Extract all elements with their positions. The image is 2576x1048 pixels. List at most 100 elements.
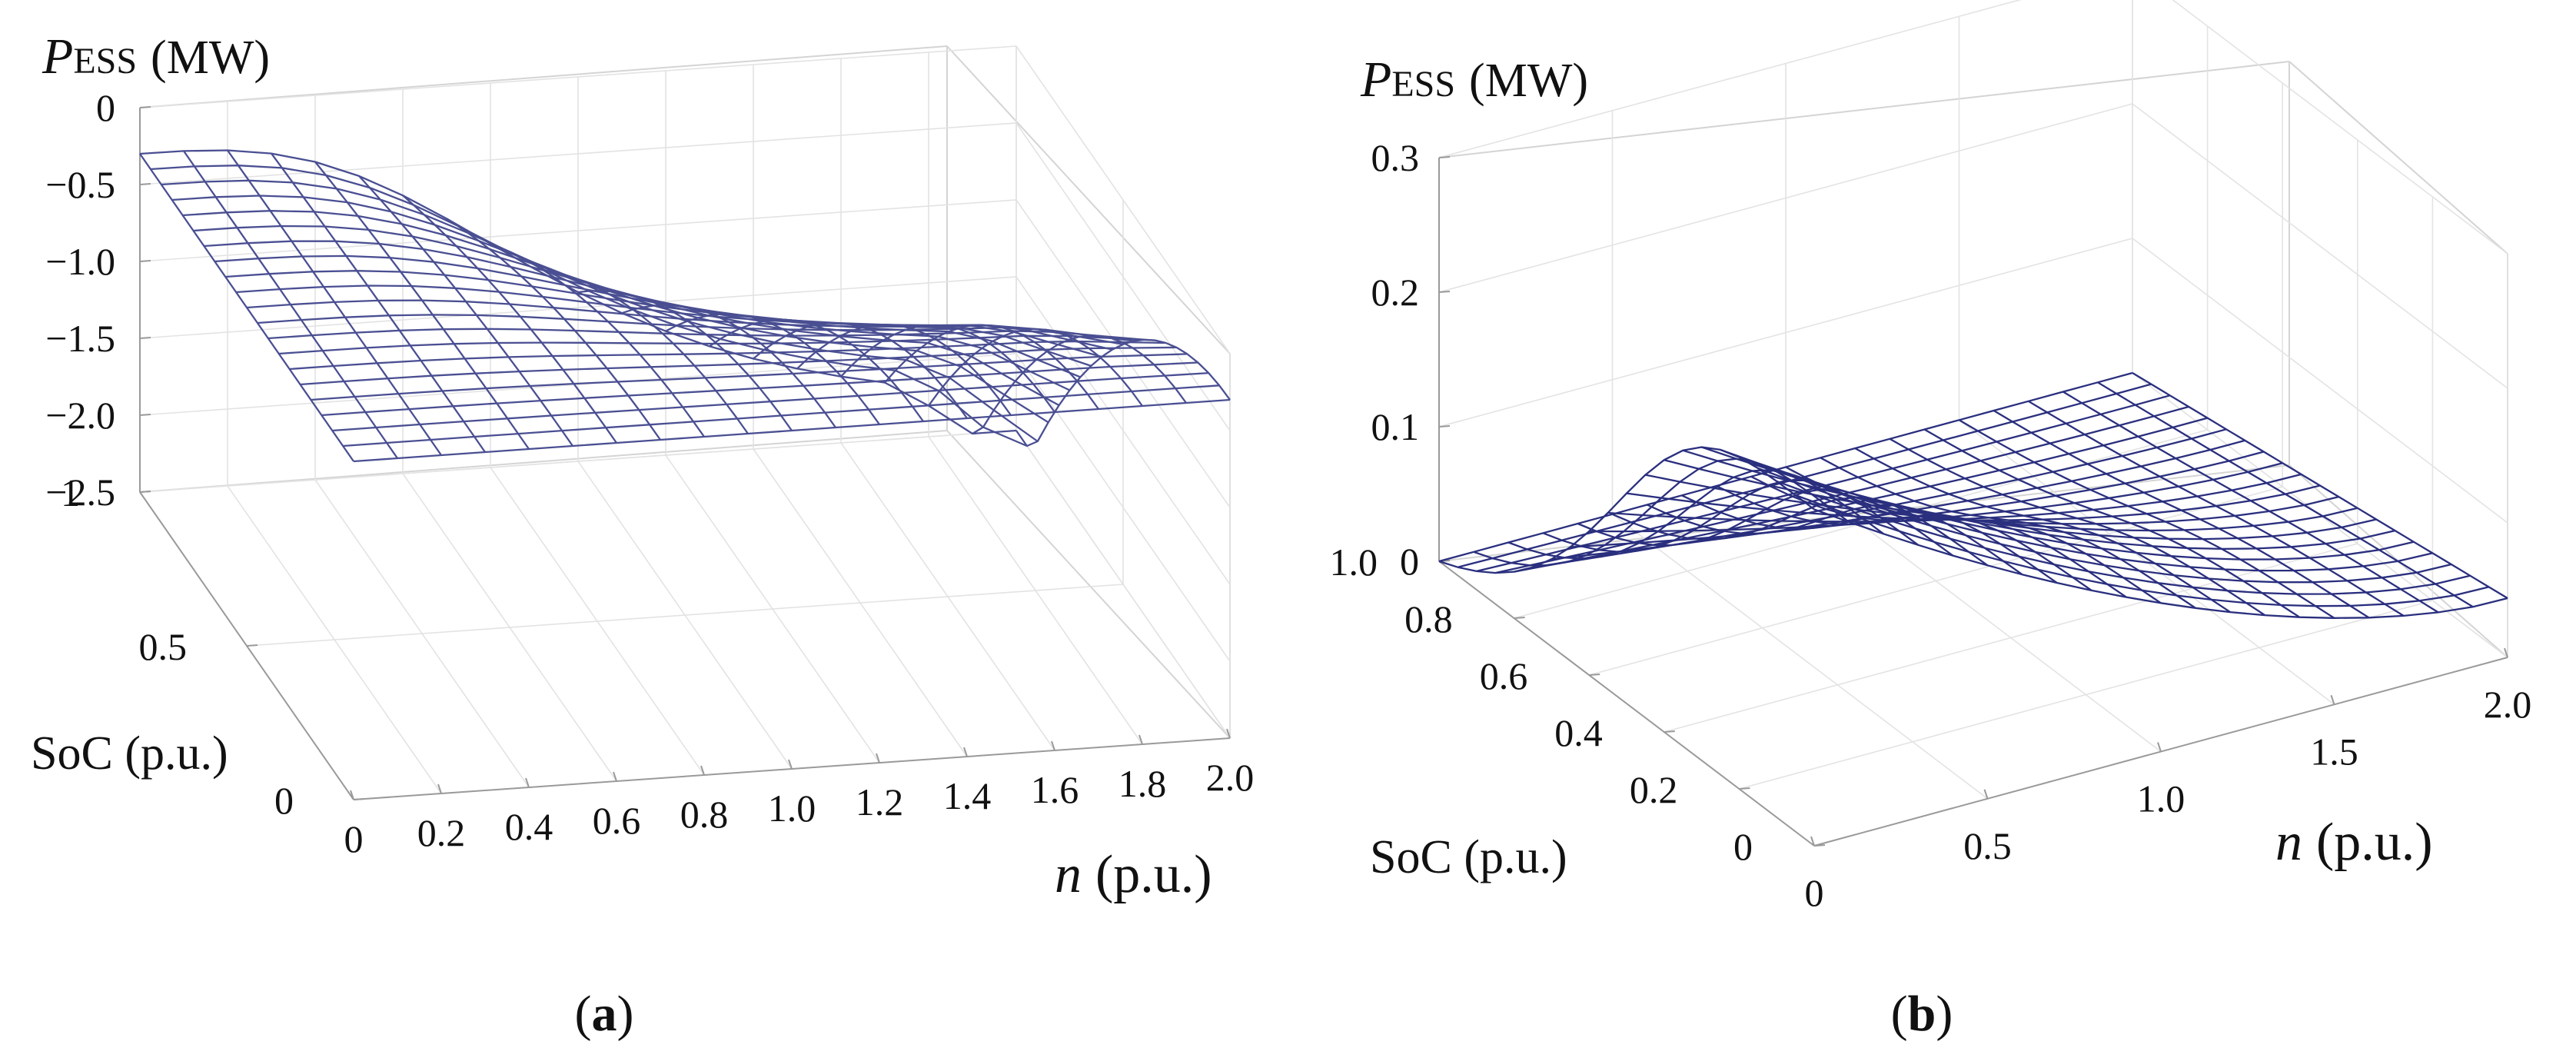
tick-x	[700, 765, 705, 776]
mesh-line-soc	[1570, 451, 2265, 548]
z-tick-labels-b: 0 0.1 0.2 0.3	[1371, 136, 1420, 583]
mesh-line-soc	[1607, 473, 2302, 523]
z-tick-label: −2.5	[45, 471, 115, 514]
tick-z	[1438, 156, 1451, 158]
mesh-line-soc	[1532, 428, 2227, 568]
mesh-line-soc	[311, 353, 1188, 401]
y-tick-label: 1.0	[1330, 541, 1378, 584]
gridline-x	[314, 95, 530, 788]
tick-z	[139, 106, 151, 108]
tick-y	[1739, 787, 1750, 790]
tick-x	[1138, 734, 1143, 745]
x-tick-label: 0	[344, 817, 364, 860]
y-tick-label: 0.8	[1404, 597, 1453, 640]
z-axis-title-b: PESS (MW)	[1360, 52, 1588, 108]
tick-x	[437, 784, 442, 794]
x-tick-label: 1.0	[768, 787, 816, 830]
chart-panel-a: 0 −0.5 −1.0 −1.5 −2.0 −2.5 00.51 0 0.2 0.4 0.6 0.…	[31, 28, 1254, 1042]
x-tick-label: 0.4	[505, 805, 553, 848]
z-tick-label: −1.5	[45, 317, 115, 360]
z-tick-label: −0.5	[45, 163, 115, 206]
tick-x	[1810, 836, 1815, 847]
mesh-line-soc	[1701, 446, 2395, 551]
gridline-z	[139, 430, 1231, 739]
x-tick-labels-b: 0 0.5 1.0 1.5 2.0	[1805, 683, 2532, 914]
tick-y	[139, 491, 151, 493]
gridline-y	[1588, 83, 2283, 676]
x-tick-labels-a: 0 0.2 0.4 0.6 0.8 1.0 1.2 1.4 1.6 1.8 2.0	[344, 756, 1255, 860]
gridline-x	[2132, 0, 2508, 658]
z-tick-label: −1.0	[45, 240, 115, 283]
mesh-line-soc	[225, 270, 1102, 358]
mesh-line-soc	[171, 195, 1049, 424]
tick-y	[1514, 617, 1525, 619]
mesh-line-soc	[278, 334, 1155, 355]
mesh-line-soc	[1645, 474, 2339, 525]
mesh-line-soc	[1664, 459, 2358, 532]
z-tick-label: −2.0	[45, 394, 115, 437]
tick-x	[613, 771, 617, 782]
chart-panel-b: 0 0.1 0.2 0.3 0 0.2 0.4 0.6 0.8 1.0 0 0.5 1.0 1.5 2.…	[1330, 0, 2532, 1042]
mesh-line-soc	[1494, 405, 2189, 574]
mesh-line-soc	[161, 179, 1039, 442]
z-tick-label: 0.1	[1371, 405, 1420, 448]
surface-mesh-b	[1438, 371, 2508, 619]
panel-label-b: (b)	[1891, 986, 1953, 1042]
tick-x	[1051, 740, 1055, 751]
gridline-z	[1438, 238, 2508, 524]
y-tick-label: 1	[61, 471, 80, 514]
tick-x	[1983, 789, 1989, 800]
tick-x	[788, 759, 793, 770]
y-tick-labels-a: 00.51	[61, 471, 294, 822]
mesh-line-soc	[332, 371, 1209, 432]
tick-y	[1589, 674, 1600, 676]
mesh-line-soc	[1458, 383, 2152, 568]
x-tick-label: 0.6	[593, 799, 641, 842]
gridline-y	[1664, 140, 2358, 733]
y-tick-label: 0.4	[1554, 711, 1603, 754]
mesh-line-soc	[139, 149, 1017, 435]
tick-x	[876, 753, 880, 764]
tick-x	[525, 777, 530, 788]
x-tick-label: 1.8	[1118, 762, 1167, 805]
mesh-line-soc	[289, 340, 1166, 371]
tick-y	[353, 798, 365, 800]
gridline-z	[1438, 0, 2508, 255]
mesh-line-soc	[1476, 394, 2171, 573]
panel-label-a: (a)	[575, 986, 634, 1042]
x-axis-title-b: n (p.u.)	[2275, 813, 2433, 872]
x-tick-label: 0.2	[417, 811, 466, 854]
gridline-z	[1438, 103, 2508, 389]
tick-marks-a	[139, 106, 1231, 800]
y-axis-title-a: SoC (p.u.)	[31, 727, 228, 780]
z-tick-labels-a: 0 −0.5 −1.0 −1.5 −2.0 −2.5	[45, 86, 115, 514]
mesh-line-soc	[1813, 508, 2508, 619]
gridline-x	[227, 101, 442, 794]
z-tick-label: 0	[96, 86, 115, 129]
gridline-y	[1739, 197, 2434, 790]
tick-x	[2330, 694, 2335, 705]
y-tick-label: 0.5	[139, 625, 188, 668]
mesh-line-soc	[1438, 371, 2133, 563]
tick-x	[2157, 742, 2162, 752]
mesh-line-soc	[150, 165, 1028, 447]
gridline-y	[246, 200, 1124, 647]
mesh-line-soc	[1589, 462, 2283, 533]
y-tick-label: 0	[274, 779, 294, 822]
x-tick-label: 1.5	[2310, 730, 2358, 773]
x-tick-label: 2.0	[1206, 756, 1255, 799]
tick-y	[1664, 730, 1675, 733]
x-tick-label: 0.5	[1963, 824, 2012, 867]
y-tick-label: 0.2	[1630, 768, 1678, 811]
mesh-line-soc	[1682, 449, 2377, 541]
x-tick-label: 1.6	[1031, 768, 1079, 811]
tick-x	[2504, 647, 2508, 658]
x-tick-label: 1.0	[2137, 777, 2185, 820]
tick-z	[1438, 425, 1451, 428]
tick-x	[350, 790, 354, 800]
x-axis-title-a: n (p.u.)	[1055, 845, 1212, 904]
surface-mesh-a	[139, 149, 1231, 463]
y-tick-label: 0	[1733, 825, 1753, 868]
tick-x	[1226, 728, 1231, 739]
